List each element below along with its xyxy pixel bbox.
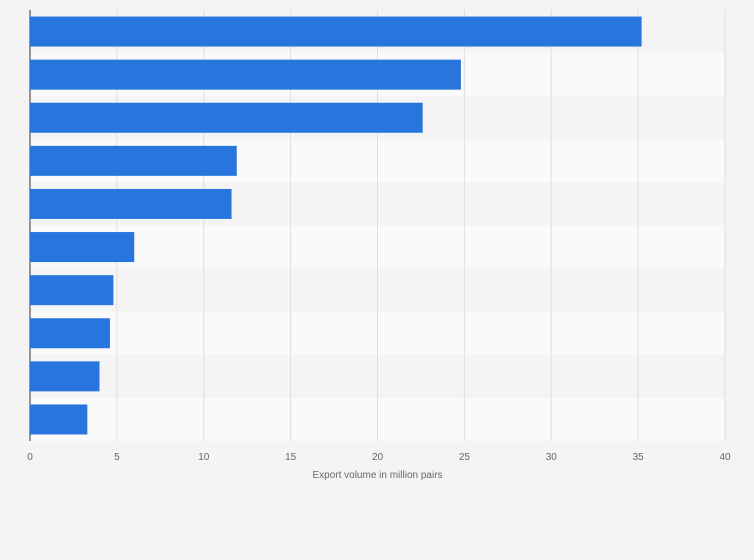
x-tick-label: 20 (372, 452, 384, 463)
bar (30, 318, 110, 349)
bar (30, 188, 232, 219)
bar (30, 16, 642, 47)
x-tick-label: 10 (198, 452, 210, 463)
x-tick-label: 15 (285, 452, 297, 463)
x-axis-title: Export volume in million pairs (312, 470, 442, 481)
x-tick-labels: 0 5 10 15 20 25 30 35 40 (27, 452, 731, 463)
bar (30, 232, 135, 263)
x-tick-label: 35 (633, 452, 645, 463)
x-tick-label: 0 (27, 452, 33, 463)
bar (30, 59, 461, 90)
bar (30, 404, 88, 435)
bar (30, 145, 237, 176)
bar (30, 102, 423, 133)
bar (30, 275, 114, 306)
x-tick-label: 25 (459, 452, 471, 463)
x-tick-label: 40 (719, 452, 731, 463)
x-tick-label: 30 (546, 452, 558, 463)
bar (30, 361, 100, 392)
bars (30, 16, 642, 435)
x-tick-label: 5 (114, 452, 120, 463)
